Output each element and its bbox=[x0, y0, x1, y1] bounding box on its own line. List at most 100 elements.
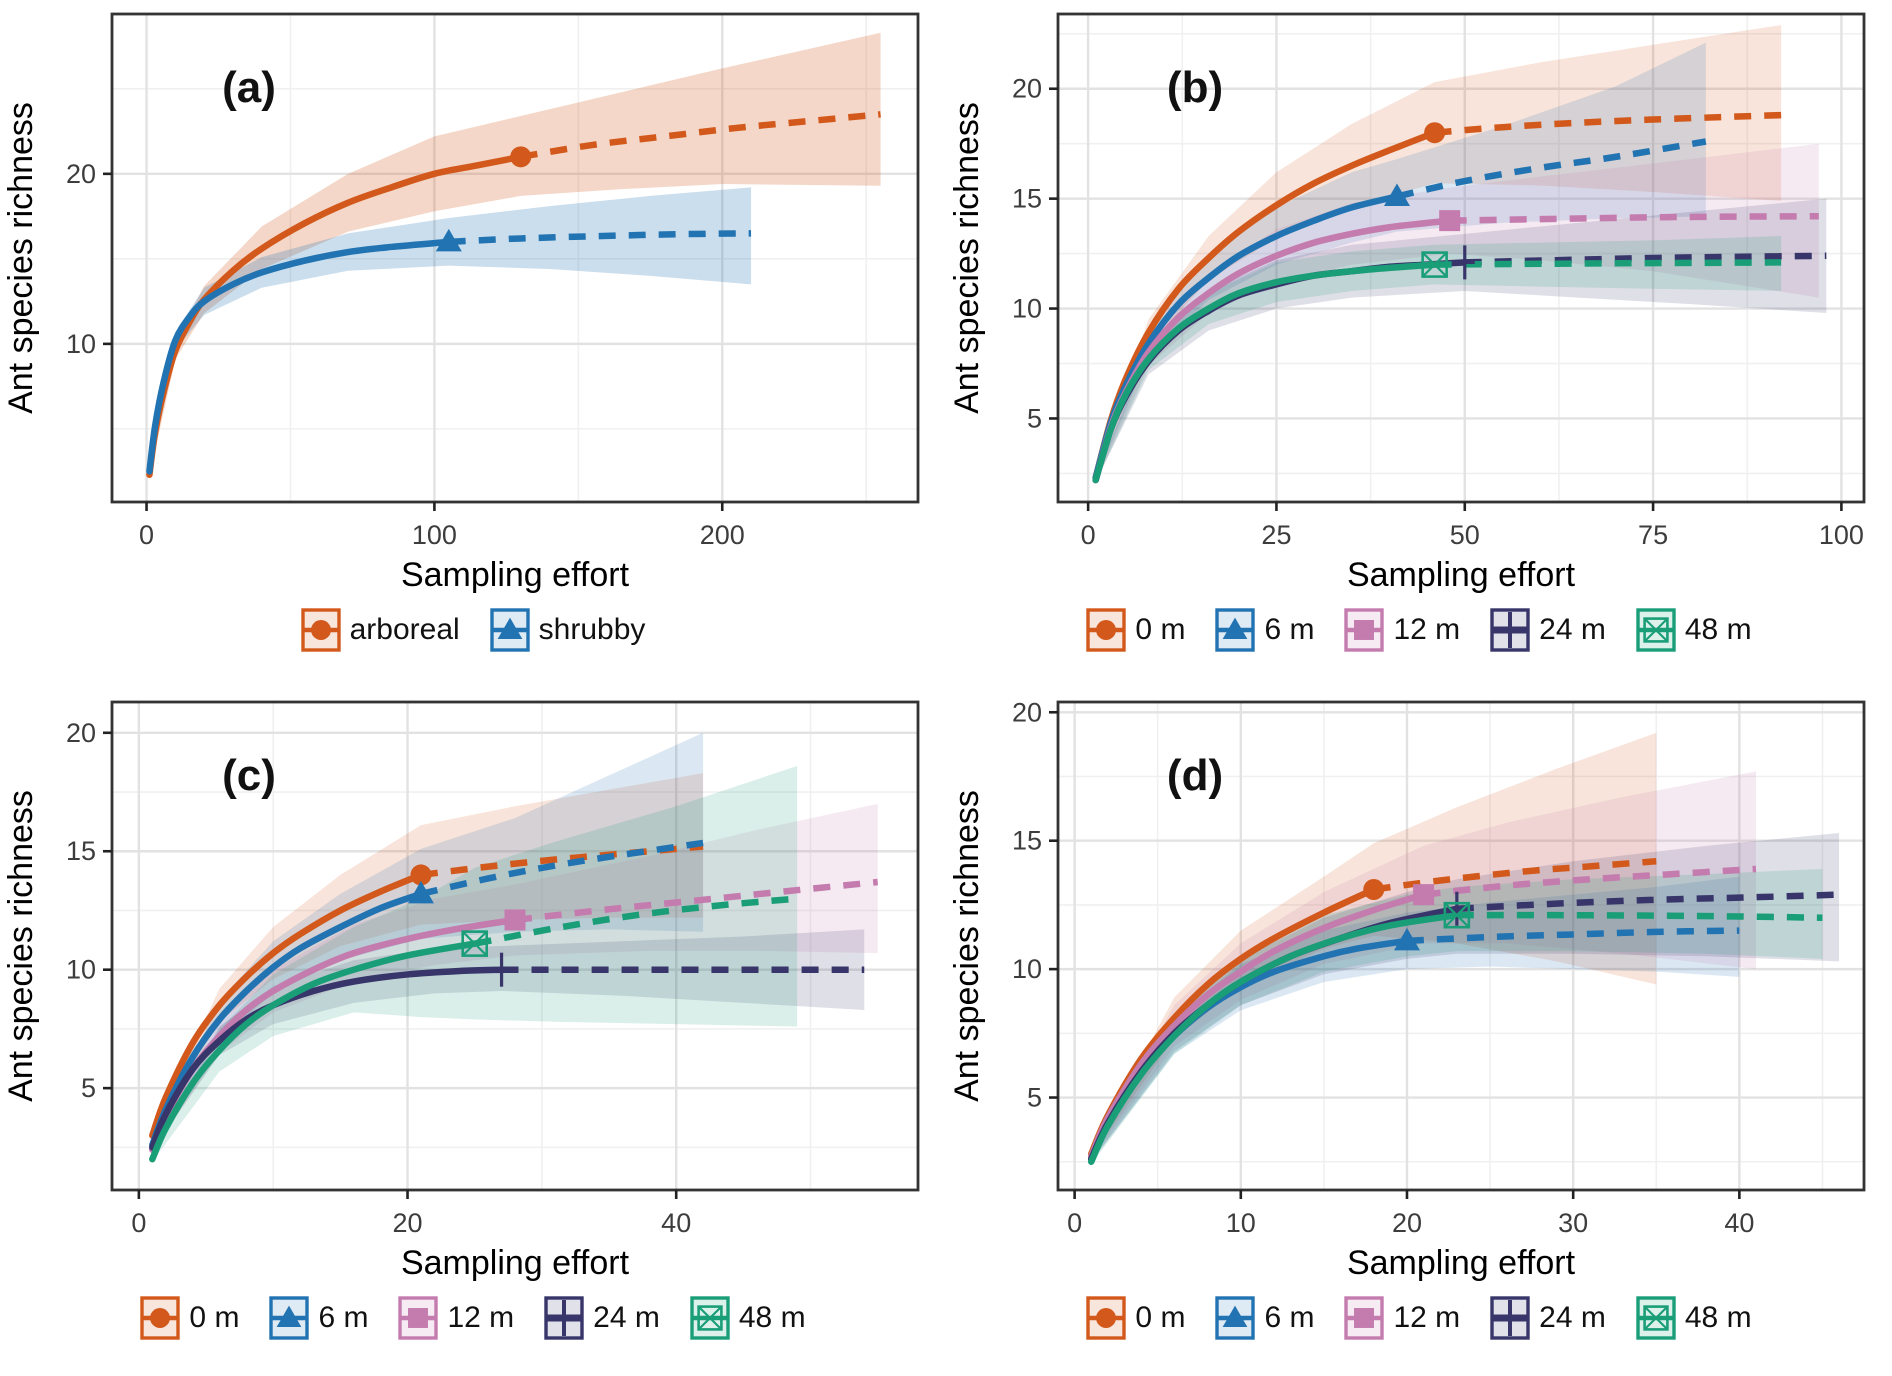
legend-label: 6 m bbox=[318, 1301, 369, 1334]
y-axis-title: Ant species richness bbox=[2, 102, 40, 414]
grid-minor bbox=[1058, 702, 1864, 1190]
legend-key-triangle-icon bbox=[1215, 1296, 1256, 1340]
legend-item-shrubby: shrubby bbox=[489, 608, 645, 652]
figure-panel-b: 0 25 50 75 100 5 10 15 20 Sampling effort Ant spec… bbox=[946, 0, 1892, 688]
axis-ticks: 0 10 20 30 40 5 10 15 20 bbox=[1012, 697, 1754, 1238]
legend-item-24-m: 24 m bbox=[544, 1296, 660, 1340]
legend-key-circle-icon bbox=[1086, 608, 1127, 652]
x-tick-label: 0 bbox=[131, 1208, 146, 1238]
x-tick-label: 30 bbox=[1558, 1208, 1588, 1238]
panel-letter: (d) bbox=[1167, 751, 1223, 800]
panel-b-chart-slot: 0 25 50 75 100 5 10 15 20 Sampling effort Ant spec… bbox=[946, 0, 1892, 596]
y-tick-label: 15 bbox=[1012, 184, 1042, 214]
x-tick-label: 0 bbox=[1081, 520, 1096, 550]
legend-label: 12 m bbox=[447, 1301, 515, 1334]
panel-background bbox=[1058, 14, 1864, 502]
ribbon-48-m bbox=[152, 765, 798, 1162]
x-tick-label: 25 bbox=[1261, 520, 1291, 550]
observed-marker-box bbox=[461, 930, 489, 957]
observed-marker-box bbox=[1643, 617, 1669, 643]
panel-a-legend: arboreal shrubby bbox=[0, 602, 946, 658]
legend-item-arboreal: arboreal bbox=[300, 608, 460, 652]
legend-item-12-m: 12 m bbox=[1344, 608, 1460, 652]
legend-label: 0 m bbox=[1135, 613, 1186, 646]
extrapolation-curve-12-m bbox=[1449, 212, 1819, 224]
observed-marker-box-diag2 bbox=[461, 930, 488, 957]
observed-marker-circle bbox=[510, 146, 532, 168]
observed-marker-triangle bbox=[1393, 927, 1420, 951]
rarefaction-curve-6-m bbox=[149, 890, 425, 1149]
legend-label: 24 m bbox=[1539, 613, 1606, 646]
observed-marker-box-diag2 bbox=[1643, 617, 1669, 643]
legend-item-24-m: 24 m bbox=[1490, 608, 1606, 652]
x-axis-title: Sampling effort bbox=[401, 556, 630, 594]
ribbon-12-m bbox=[1095, 143, 1819, 483]
y-tick-label: 20 bbox=[66, 718, 96, 748]
observed-marker-circle bbox=[410, 864, 432, 886]
legend-label: arboreal bbox=[349, 613, 460, 646]
legend-item-48-m: 48 m bbox=[690, 1296, 806, 1340]
extrapolation-curve-6-m bbox=[1396, 138, 1707, 200]
extrapolation-curve-24-m bbox=[1456, 891, 1840, 913]
x-tick-label: 100 bbox=[412, 520, 457, 550]
x-tick-label: 0 bbox=[139, 520, 154, 550]
curves bbox=[149, 839, 879, 1163]
rarefaction-curve-0-m bbox=[149, 871, 425, 1139]
observed-marker-square bbox=[1439, 210, 1461, 232]
panel-letter: (b) bbox=[1167, 63, 1223, 112]
observed-marker-triangle bbox=[1223, 617, 1248, 640]
rarefaction-curve-48-m bbox=[149, 940, 478, 1163]
y-axis-title: Ant species richness bbox=[2, 790, 40, 1102]
curves bbox=[146, 111, 881, 479]
extrapolation-curve-48-m bbox=[1456, 911, 1823, 921]
figure-panel-c: 0 20 40 5 10 15 20 Sampling effort Ant species r… bbox=[0, 688, 946, 1376]
ribbon-arboreal bbox=[149, 32, 881, 477]
y-tick-label: 5 bbox=[1027, 403, 1042, 433]
observed-marker-square bbox=[1354, 1308, 1375, 1328]
panel-border bbox=[1056, 12, 1866, 504]
panel-letter: (c) bbox=[222, 751, 276, 800]
y-tick-label: 15 bbox=[1012, 826, 1042, 856]
legend-label: 6 m bbox=[1264, 1301, 1315, 1334]
x-tick-label: 50 bbox=[1450, 520, 1480, 550]
y-tick-label: 10 bbox=[66, 329, 96, 359]
panel-d-chart-slot: 0 10 20 30 40 5 10 15 20 Sampling effort Ant speci… bbox=[946, 688, 1892, 1284]
x-tick-label: 40 bbox=[1724, 1208, 1754, 1238]
panel-background bbox=[112, 702, 918, 1190]
panel-c-plot: 0 20 40 5 10 15 20 Sampling effort Ant species r… bbox=[2, 700, 920, 1282]
extrapolation-curve-shrubby bbox=[448, 230, 752, 246]
y-tick-label: 20 bbox=[66, 159, 96, 189]
observed-marker-triangle bbox=[407, 880, 434, 904]
panel-d-plot: 0 10 20 30 40 5 10 15 20 Sampling effort Ant speci… bbox=[948, 697, 1866, 1282]
ribbon-0-m bbox=[1095, 24, 1782, 481]
extrapolation-curve-6-m bbox=[1406, 927, 1740, 945]
legend-item-24-m: 24 m bbox=[1490, 1296, 1606, 1340]
legend-item-0-m: 0 m bbox=[1086, 608, 1185, 652]
curves bbox=[1092, 111, 1827, 484]
y-axis-title: Ant species richness bbox=[948, 790, 986, 1102]
x-tick-label: 20 bbox=[393, 1208, 423, 1238]
legend-key-triangle-icon bbox=[489, 608, 530, 652]
legend-key-circle-icon bbox=[300, 608, 341, 652]
y-tick-label: 5 bbox=[81, 1073, 96, 1103]
observed-markers bbox=[1363, 878, 1471, 951]
ribbon-48-m bbox=[1091, 868, 1823, 1165]
observed-marker-box-diag2 bbox=[1421, 251, 1448, 278]
legend-key-boxx-icon bbox=[1636, 1296, 1676, 1340]
legend-key-boxx-icon bbox=[690, 1296, 730, 1340]
legend-key-plus-icon bbox=[1490, 608, 1530, 652]
observed-marker-square bbox=[1413, 884, 1435, 906]
panel-border bbox=[110, 700, 920, 1192]
observed-marker-box bbox=[1643, 1305, 1669, 1331]
panel-c-chart-slot: 0 20 40 5 10 15 20 Sampling effort Ant species r… bbox=[0, 688, 946, 1284]
grid-major bbox=[1058, 702, 1864, 1190]
x-tick-label: 40 bbox=[661, 1208, 691, 1238]
y-tick-label: 10 bbox=[66, 955, 96, 985]
confidence-ribbons bbox=[1095, 24, 1827, 483]
observed-markers bbox=[407, 864, 526, 987]
legend-item-48-m: 48 m bbox=[1636, 608, 1752, 652]
rarefaction-curve-48-m bbox=[1092, 261, 1438, 484]
legend-item-6-m: 6 m bbox=[1215, 1296, 1314, 1340]
legend-item-0-m: 0 m bbox=[1086, 1296, 1185, 1340]
